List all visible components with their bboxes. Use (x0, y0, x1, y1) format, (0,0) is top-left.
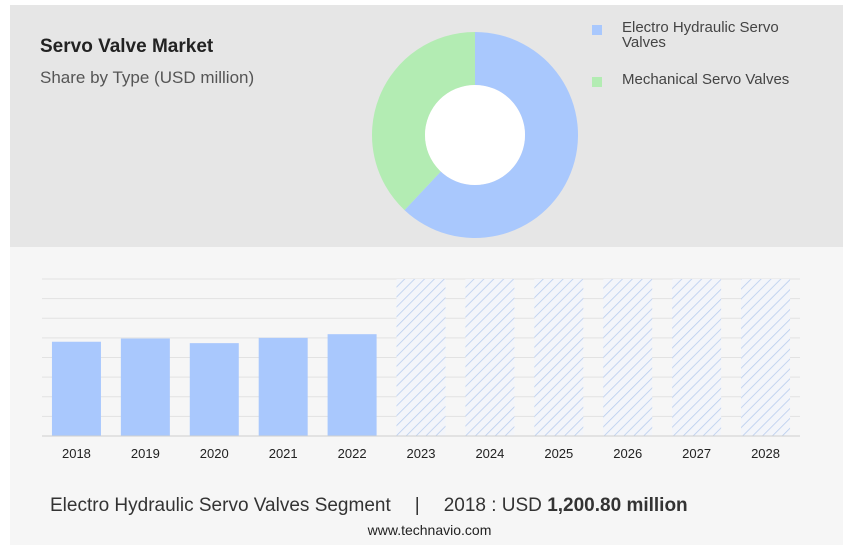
footer-value: 1,200.80 million (547, 495, 688, 516)
x-tick-label: 2021 (269, 446, 298, 461)
donut-slice-1 (371, 32, 475, 211)
x-tick-label: 2025 (544, 446, 573, 461)
footer-year-label: 2018 : USD (443, 495, 542, 516)
forecast-bar-2028 (741, 279, 791, 436)
donut-hole (425, 85, 525, 185)
footer-segment: Electro Hydraulic Servo Valves Segment (50, 495, 391, 516)
bar-2021 (258, 337, 308, 436)
forecast-bar-2025 (534, 279, 584, 436)
donut-chart (371, 32, 578, 238)
donut-slice-0 (404, 32, 578, 238)
legend-label: Mechanical Servo Valves (622, 71, 790, 88)
forecast-bar-2027 (672, 279, 722, 436)
bar-2018 (51, 341, 101, 436)
forecast-bar-2023 (396, 279, 446, 436)
chart-subtitle: Share by Type (USD million) (40, 68, 255, 87)
footer-separator: | (414, 495, 420, 516)
forecast-bar-2024 (465, 279, 515, 436)
legend-item-electro-hydraulic: Electro Hydraulic Servo Valves (592, 20, 822, 50)
x-tick-label: 2023 (407, 446, 436, 461)
x-tick-label: 2028 (751, 446, 780, 461)
x-tick-label: 2026 (613, 446, 642, 461)
bar-2022 (327, 334, 377, 436)
bar-2019 (120, 338, 170, 436)
footer: Electro Hydraulic Servo Valves Segment | 2… (50, 495, 688, 517)
chart-title: Servo Valve Market (40, 36, 214, 57)
bar-2020 (189, 343, 239, 436)
x-tick-label: 2019 (131, 446, 160, 461)
x-tick-label: 2024 (475, 446, 504, 461)
source-url: www.technavio.com (367, 522, 492, 538)
legend-label: Electro Hydraulic Servo Valves (622, 19, 779, 51)
legend-swatch (592, 77, 602, 87)
x-tick-label: 2027 (682, 446, 711, 461)
x-tick-label: 2022 (338, 446, 367, 461)
x-tick-label: 2020 (200, 446, 229, 461)
bar-chart: 2018 2019 2020 2021 2022 2023 2024 2025 2026 2027… (42, 278, 800, 461)
legend-swatch (592, 25, 602, 35)
legend-item-mechanical: Mechanical Servo Valves (592, 72, 822, 87)
x-tick-label: 2018 (62, 446, 91, 461)
forecast-bar-2026 (603, 279, 653, 436)
